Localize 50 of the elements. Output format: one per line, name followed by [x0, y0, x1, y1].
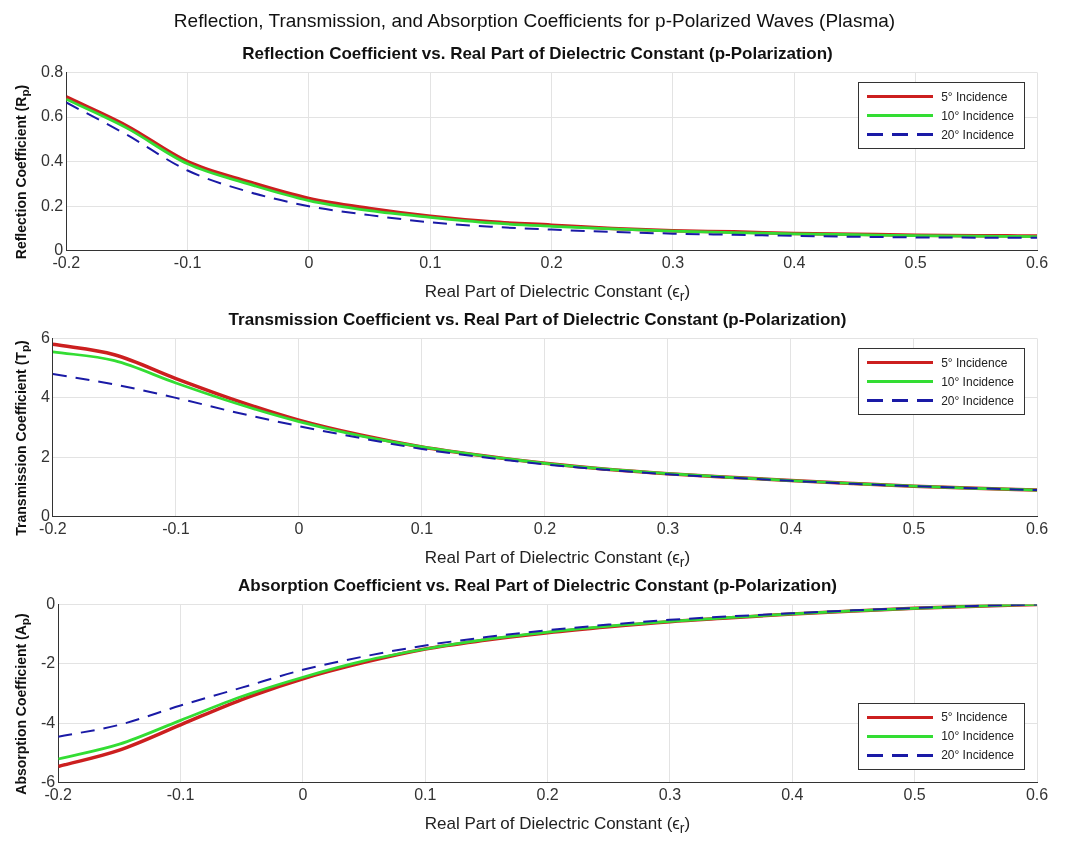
x-tick-label: -0.1: [162, 519, 190, 537]
x-tick-label: 0.1: [410, 519, 434, 537]
x-tick-label: 0.4: [779, 519, 803, 537]
x-tick-label: -0.1: [166, 785, 195, 803]
legend-label: 10° Incidence: [941, 108, 1014, 123]
y-tick-label: 4: [40, 388, 50, 406]
x-tick-label: 0.4: [783, 253, 806, 271]
x-tick-label: 0.3: [661, 253, 685, 271]
x-tick-label: 0.1: [419, 253, 442, 271]
y-tick-label: -2: [40, 654, 56, 672]
x-tick-label: 0.5: [902, 519, 926, 537]
x-tick-label: 0: [298, 785, 308, 803]
legend-label: 20° Incidence: [941, 127, 1014, 142]
x-tick-label: 0.5: [903, 785, 926, 803]
x-tick-label: 0.6: [1025, 253, 1049, 271]
x-axis-title: Real Part of Dielectric Constant (ϵ$_{r}$): [423, 813, 692, 836]
legend-label: 5° Incidence: [941, 89, 1008, 104]
x-tick-label: 0.3: [656, 519, 680, 537]
chart-title: Absorption Coefficient vs. Real Part of Dielectric Constant (p-Polarization): [238, 575, 837, 595]
y-tick-label: 0.4: [40, 152, 64, 170]
legend-label: 20° Incidence: [941, 748, 1014, 763]
y-tick-label: -4: [40, 713, 56, 731]
x-axis-title: Real Part of Dielectric Constant (ϵ$_{r}$): [423, 547, 692, 570]
x-axis-title: Real Part of Dielectric Constant (ϵ$_{r}$): [423, 281, 692, 304]
x-tick-label: 0.5: [904, 253, 927, 271]
x-tick-label: 0: [294, 519, 304, 537]
y-tick-label: 0.8: [40, 62, 64, 80]
chart-title: Reflection Coefficient vs. Real Part of Dielectric Constant (p-Polarization): [242, 43, 833, 63]
x-tick-label: 0.1: [414, 785, 437, 803]
x-tick-label: 0.2: [540, 253, 563, 271]
x-tick-label: -0.1: [173, 253, 202, 271]
legend-label: 20° Incidence: [941, 393, 1014, 408]
x-tick-label: 0.2: [533, 519, 557, 537]
legend-label: 10° Incidence: [941, 374, 1014, 389]
x-tick-label: 0.4: [781, 785, 804, 803]
y-tick-label: 2: [40, 447, 50, 465]
y-tick-label: 6: [40, 328, 50, 346]
x-tick-label: 0.6: [1025, 785, 1049, 803]
y-tick-label: 0: [46, 594, 56, 612]
legend-label: 5° Incidence: [941, 355, 1008, 370]
y-tick-label: 0.6: [40, 107, 64, 125]
x-tick-label: 0.6: [1025, 519, 1049, 537]
text: Reflection, Transmission, and Absorption Coefficients for p-Polarized Waves (Plasma): [172, 10, 897, 32]
x-tick-label: 0: [304, 253, 314, 271]
legend-label: 10° Incidence: [941, 729, 1014, 744]
x-tick-label: 0.2: [536, 785, 559, 803]
y-tick-label: 0.2: [40, 196, 64, 214]
legend-label: 5° Incidence: [941, 710, 1008, 725]
x-tick-label: 0.3: [658, 785, 682, 803]
chart-title: Transmission Coefficient vs. Real Part of Dielectric Constant (p-Polarization): [228, 309, 847, 329]
